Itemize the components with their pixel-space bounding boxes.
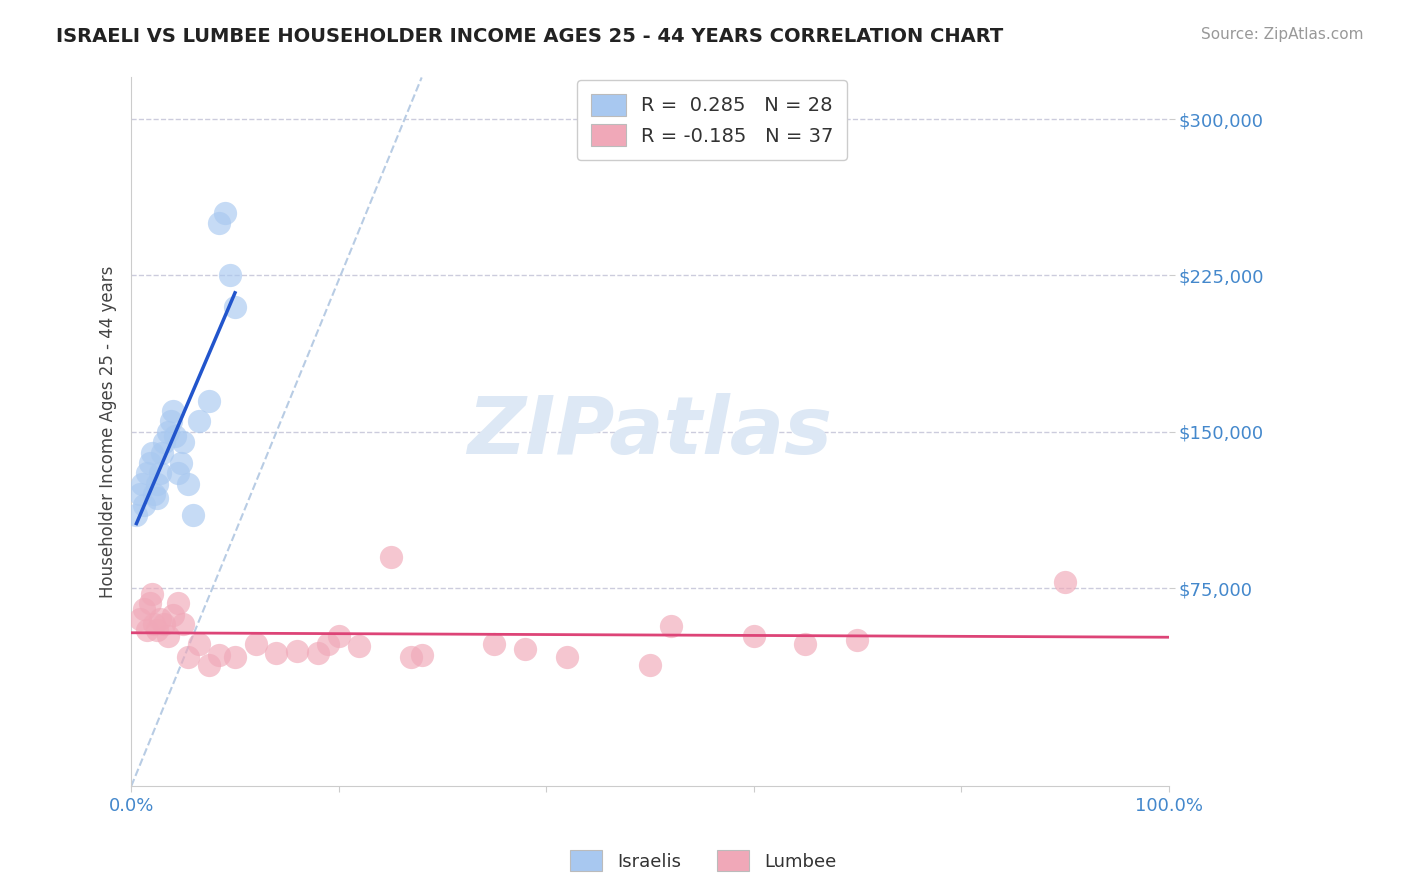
- Point: [170, 456, 193, 470]
- Point: [349, 640, 371, 654]
- Point: [141, 587, 163, 601]
- Legend: Israelis, Lumbee: Israelis, Lumbee: [562, 843, 844, 879]
- Point: [135, 467, 157, 481]
- Point: [208, 216, 231, 230]
- Point: [131, 476, 153, 491]
- Point: [659, 618, 682, 632]
- Point: [208, 648, 231, 662]
- Point: [1053, 574, 1076, 589]
- Point: [198, 393, 221, 408]
- Point: [214, 206, 236, 220]
- Point: [146, 476, 169, 491]
- Point: [162, 404, 184, 418]
- Point: [638, 658, 661, 673]
- Point: [159, 414, 181, 428]
- Point: [177, 476, 200, 491]
- Point: [224, 300, 246, 314]
- Point: [149, 612, 172, 626]
- Point: [183, 508, 205, 523]
- Point: [149, 467, 172, 481]
- Point: [846, 633, 869, 648]
- Point: [139, 596, 162, 610]
- Point: [224, 649, 246, 664]
- Point: [132, 498, 155, 512]
- Point: [411, 648, 433, 662]
- Point: [132, 602, 155, 616]
- Point: [401, 649, 423, 664]
- Point: [150, 445, 173, 459]
- Point: [177, 649, 200, 664]
- Point: [153, 435, 176, 450]
- Point: [218, 268, 240, 283]
- Point: [285, 643, 308, 657]
- Text: ZIPatlas: ZIPatlas: [467, 392, 832, 471]
- Point: [143, 616, 166, 631]
- Point: [135, 623, 157, 637]
- Point: [153, 616, 176, 631]
- Point: [146, 491, 169, 506]
- Point: [380, 549, 402, 564]
- Point: [156, 425, 179, 439]
- Point: [139, 456, 162, 470]
- Legend: R =  0.285   N = 28, R = -0.185   N = 37: R = 0.285 N = 28, R = -0.185 N = 37: [576, 80, 848, 160]
- Point: [128, 487, 150, 501]
- Point: [742, 629, 765, 643]
- Y-axis label: Householder Income Ages 25 - 44 years: Householder Income Ages 25 - 44 years: [100, 266, 117, 598]
- Point: [328, 629, 350, 643]
- Point: [162, 608, 184, 623]
- Text: Source: ZipAtlas.com: Source: ZipAtlas.com: [1201, 27, 1364, 42]
- Point: [125, 508, 148, 523]
- Point: [172, 616, 194, 631]
- Point: [198, 658, 221, 673]
- Point: [156, 629, 179, 643]
- Point: [307, 646, 329, 660]
- Point: [163, 429, 186, 443]
- Point: [555, 649, 578, 664]
- Point: [172, 435, 194, 450]
- Point: [318, 637, 340, 651]
- Text: ISRAELI VS LUMBEE HOUSEHOLDER INCOME AGES 25 - 44 YEARS CORRELATION CHART: ISRAELI VS LUMBEE HOUSEHOLDER INCOME AGE…: [56, 27, 1004, 45]
- Point: [245, 637, 267, 651]
- Point: [515, 641, 537, 656]
- Point: [266, 646, 288, 660]
- Point: [143, 487, 166, 501]
- Point: [187, 637, 209, 651]
- Point: [484, 637, 506, 651]
- Point: [141, 445, 163, 459]
- Point: [146, 623, 169, 637]
- Point: [167, 467, 190, 481]
- Point: [187, 414, 209, 428]
- Point: [794, 637, 817, 651]
- Point: [167, 596, 190, 610]
- Point: [128, 612, 150, 626]
